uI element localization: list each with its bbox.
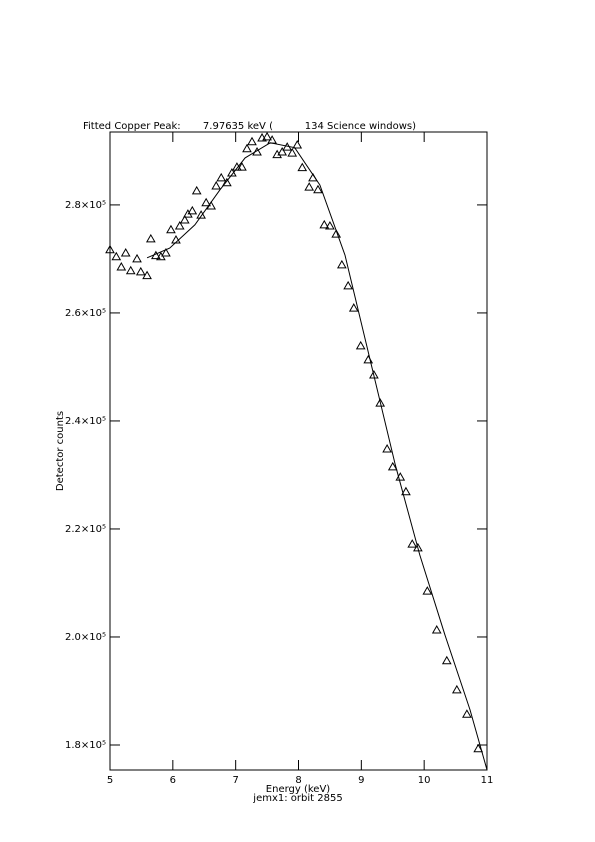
data-point (319, 219, 330, 229)
data-point (135, 266, 146, 276)
data-point (120, 247, 131, 257)
fit-line (146, 142, 488, 770)
x-tick-label: 8 (295, 775, 301, 786)
y-axis-label: Detector counts (55, 411, 66, 491)
data-point (166, 224, 176, 234)
data-point (105, 244, 115, 254)
data-point (401, 486, 411, 496)
data-point (211, 181, 222, 190)
data-point (292, 139, 303, 149)
data-point (451, 684, 462, 694)
x-tick-label: 5 (107, 775, 113, 786)
data-point (171, 235, 181, 244)
data-point (174, 220, 185, 230)
chart-title: Fitted Copper Peak: 7.97635 keV ( 134 Sc… (83, 121, 416, 132)
data-point (413, 542, 423, 552)
data-point (304, 182, 315, 191)
y-tick-label: 2.4×10⁵ (65, 416, 106, 427)
data-point (247, 136, 257, 146)
x-tick-label: 6 (170, 775, 176, 786)
data-point (462, 709, 472, 718)
data-point (431, 624, 442, 634)
data-point (132, 253, 142, 263)
data-point (331, 229, 342, 238)
x-tick-label: 9 (358, 775, 364, 786)
data-point (369, 370, 379, 379)
data-point (297, 162, 308, 172)
data-point (422, 586, 433, 595)
data-point (196, 210, 206, 219)
data-point (242, 143, 252, 153)
x-tick-label: 7 (232, 775, 238, 786)
data-point (343, 280, 353, 290)
data-point (382, 444, 392, 453)
data-point (161, 247, 171, 257)
data-point (145, 233, 156, 243)
x-tick-label: 11 (481, 775, 494, 786)
data-point (111, 251, 122, 261)
data-point (473, 743, 484, 753)
data-point (187, 205, 198, 215)
data-point (441, 655, 452, 665)
data-point (355, 340, 366, 350)
data-point (237, 162, 247, 171)
data-point (277, 146, 288, 156)
data-point (325, 220, 335, 230)
data-point (222, 177, 232, 187)
x-axis-label: Energy (keV) (266, 784, 331, 795)
data-point (201, 197, 211, 207)
data-point (262, 131, 272, 141)
y-tick-label: 2.2×10⁵ (65, 524, 106, 535)
y-tick-label: 2.0×10⁵ (65, 632, 106, 643)
data-point (336, 259, 347, 269)
data-point (287, 148, 298, 157)
subtitle: jemx1: orbit 2855 (252, 793, 342, 804)
data-point (375, 398, 386, 407)
data-point (116, 262, 127, 271)
data-point (348, 303, 359, 312)
data-point (407, 539, 418, 548)
data-point (232, 162, 242, 171)
data-point (387, 461, 398, 471)
plot-frame (109, 131, 488, 771)
x-tick-label: 10 (418, 775, 431, 786)
y-tick-label: 2.6×10⁵ (65, 308, 106, 319)
data-point (142, 270, 152, 280)
data-point (216, 172, 227, 182)
data-point (179, 215, 190, 224)
data-point (313, 184, 323, 194)
data-point (125, 265, 136, 275)
data-point (191, 185, 202, 195)
y-tick-label: 2.8×10⁵ (65, 200, 106, 211)
y-tick-label: 1.8×10⁵ (65, 740, 106, 751)
